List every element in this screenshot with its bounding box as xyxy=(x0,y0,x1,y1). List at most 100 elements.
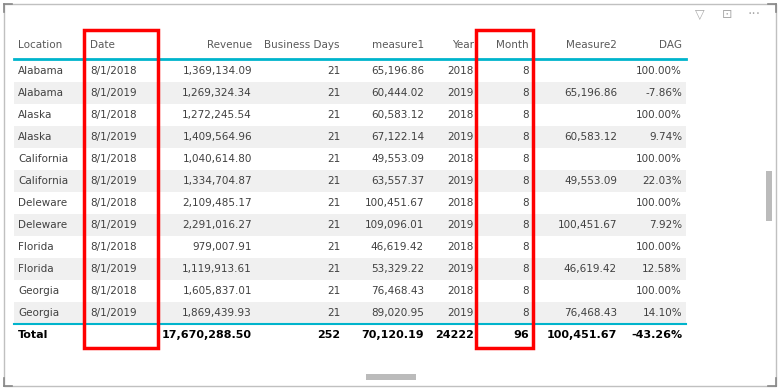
Text: 8/1/2019: 8/1/2019 xyxy=(90,176,137,186)
Text: 65,196.86: 65,196.86 xyxy=(564,88,617,98)
Bar xyxy=(14,170,686,192)
Text: Alaska: Alaska xyxy=(18,132,52,142)
Text: Date: Date xyxy=(90,40,115,50)
Text: 8: 8 xyxy=(522,154,529,164)
Text: 8: 8 xyxy=(522,242,529,252)
Text: 2019: 2019 xyxy=(447,264,474,274)
Text: 14.10%: 14.10% xyxy=(642,308,682,318)
Text: 1,369,134.09: 1,369,134.09 xyxy=(182,66,252,76)
Text: 2018: 2018 xyxy=(447,110,474,120)
Text: 100.00%: 100.00% xyxy=(636,66,682,76)
Text: 8: 8 xyxy=(522,308,529,318)
Text: 109,096.01: 109,096.01 xyxy=(364,220,424,230)
Text: 7.92%: 7.92% xyxy=(649,220,682,230)
Text: Alabama: Alabama xyxy=(18,66,64,76)
Text: 1,272,245.54: 1,272,245.54 xyxy=(182,110,252,120)
Text: 21: 21 xyxy=(327,198,340,208)
Bar xyxy=(14,82,686,104)
Text: 53,329.22: 53,329.22 xyxy=(371,264,424,274)
Text: 8/1/2019: 8/1/2019 xyxy=(90,308,137,318)
Text: DAG: DAG xyxy=(659,40,682,50)
Text: 21: 21 xyxy=(327,88,340,98)
Text: 100.00%: 100.00% xyxy=(636,198,682,208)
Text: 60,583.12: 60,583.12 xyxy=(371,110,424,120)
Text: Business Days: Business Days xyxy=(264,40,340,50)
Bar xyxy=(14,126,686,148)
Text: 12.58%: 12.58% xyxy=(642,264,682,274)
Bar xyxy=(14,280,686,302)
Text: 8/1/2018: 8/1/2018 xyxy=(90,110,137,120)
Text: 8/1/2018: 8/1/2018 xyxy=(90,198,137,208)
Bar xyxy=(14,60,686,82)
Text: ▽: ▽ xyxy=(695,7,705,20)
Text: 60,444.02: 60,444.02 xyxy=(371,88,424,98)
Text: California: California xyxy=(18,176,68,186)
Text: 2,291,016.27: 2,291,016.27 xyxy=(182,220,252,230)
Text: Deleware: Deleware xyxy=(18,220,67,230)
Text: 8: 8 xyxy=(522,132,529,142)
Text: 2018: 2018 xyxy=(447,242,474,252)
Text: 8: 8 xyxy=(522,198,529,208)
Text: Location: Location xyxy=(18,40,63,50)
Text: 67,122.14: 67,122.14 xyxy=(371,132,424,142)
Text: Revenue: Revenue xyxy=(207,40,252,50)
Bar xyxy=(14,148,686,170)
Bar xyxy=(14,324,686,346)
Text: 2,109,485.17: 2,109,485.17 xyxy=(182,198,252,208)
Bar xyxy=(766,171,772,221)
Text: 22.03%: 22.03% xyxy=(642,176,682,186)
Text: 100,451.67: 100,451.67 xyxy=(558,220,617,230)
Text: 100,451.67: 100,451.67 xyxy=(547,330,617,340)
Text: 1,334,704.87: 1,334,704.87 xyxy=(182,176,252,186)
Text: Measure2: Measure2 xyxy=(566,40,617,50)
Text: 8: 8 xyxy=(522,286,529,296)
Text: 2018: 2018 xyxy=(447,286,474,296)
Text: 8/1/2018: 8/1/2018 xyxy=(90,242,137,252)
Text: 100.00%: 100.00% xyxy=(636,110,682,120)
Text: 8/1/2018: 8/1/2018 xyxy=(90,154,137,164)
Text: 2018: 2018 xyxy=(447,198,474,208)
Bar xyxy=(14,302,686,324)
Text: 46,619.42: 46,619.42 xyxy=(564,264,617,274)
Text: 21: 21 xyxy=(327,286,340,296)
Text: 60,583.12: 60,583.12 xyxy=(564,132,617,142)
Bar xyxy=(84,30,158,348)
Text: 2019: 2019 xyxy=(447,220,474,230)
Bar xyxy=(14,236,686,258)
Text: 46,619.42: 46,619.42 xyxy=(371,242,424,252)
Text: Total: Total xyxy=(18,330,48,340)
Text: measure1: measure1 xyxy=(372,40,424,50)
Text: California: California xyxy=(18,154,68,164)
Text: 100.00%: 100.00% xyxy=(636,154,682,164)
Text: 8/1/2018: 8/1/2018 xyxy=(90,286,137,296)
Text: 24222: 24222 xyxy=(435,330,474,340)
Text: 21: 21 xyxy=(327,242,340,252)
Text: 21: 21 xyxy=(327,154,340,164)
Text: 9.74%: 9.74% xyxy=(649,132,682,142)
Text: Alabama: Alabama xyxy=(18,88,64,98)
Text: 1,869,439.93: 1,869,439.93 xyxy=(182,308,252,318)
Text: 2018: 2018 xyxy=(447,66,474,76)
Text: 1,605,837.01: 1,605,837.01 xyxy=(182,286,252,296)
Text: 8/1/2018: 8/1/2018 xyxy=(90,66,137,76)
Text: 63,557.37: 63,557.37 xyxy=(371,176,424,186)
Text: 1,119,913.61: 1,119,913.61 xyxy=(182,264,252,274)
Text: 8: 8 xyxy=(522,88,529,98)
Bar xyxy=(14,258,686,280)
Text: Year: Year xyxy=(452,40,474,50)
Text: ⊡: ⊡ xyxy=(722,7,732,20)
Text: 8: 8 xyxy=(522,110,529,120)
Text: 100.00%: 100.00% xyxy=(636,242,682,252)
Text: 8/1/2019: 8/1/2019 xyxy=(90,220,137,230)
Text: 21: 21 xyxy=(327,264,340,274)
Text: 65,196.86: 65,196.86 xyxy=(371,66,424,76)
Bar xyxy=(476,30,533,348)
Text: 8: 8 xyxy=(522,176,529,186)
Text: 8: 8 xyxy=(522,66,529,76)
Text: -43.26%: -43.26% xyxy=(631,330,682,340)
Text: 21: 21 xyxy=(327,110,340,120)
Text: 8: 8 xyxy=(522,264,529,274)
Text: 2019: 2019 xyxy=(447,176,474,186)
Text: 21: 21 xyxy=(327,220,340,230)
Text: 76,468.43: 76,468.43 xyxy=(564,308,617,318)
